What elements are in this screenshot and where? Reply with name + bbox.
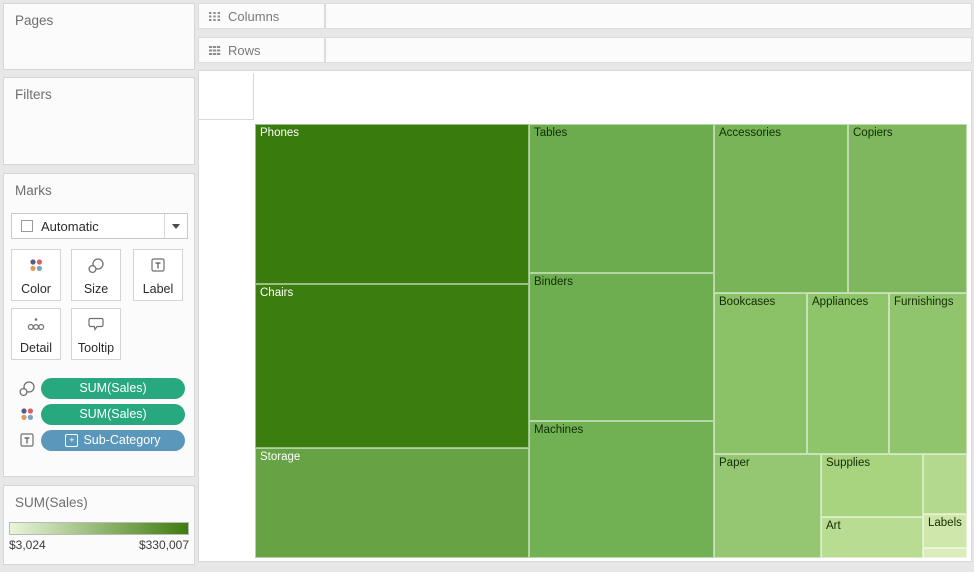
detail-icon [12,316,60,332]
treemap-tile-copiers[interactable]: Copiers [848,124,967,293]
marks-card: Marks Automatic Color Size Label Detail … [3,173,195,477]
pill-label: Sub-Category [83,433,161,447]
treemap-tile-paper[interactable]: Paper [714,454,821,558]
columns-shelf[interactable] [325,3,972,29]
detail-button[interactable]: Detail [11,308,61,360]
color-button[interactable]: Color [11,249,61,301]
mark-type-shape-icon [21,220,33,232]
size-icon [15,380,39,397]
label-button-label: Label [142,282,174,296]
treemap-tile-supplies[interactable]: Supplies [821,454,923,517]
expand-plus-icon[interactable]: + [65,433,79,447]
rows-shelf-text: Rows [228,42,261,58]
tooltip-button[interactable]: Tooltip [71,308,121,360]
legend-max-value: $330,007 [138,538,189,552]
treemap-tile-binders[interactable]: Binders [529,273,714,421]
header-divider-vertical [253,73,254,119]
color-legend-gradient[interactable] [9,522,189,535]
treemap-tile-phones[interactable]: Phones [255,124,529,284]
filters-shelf[interactable]: Filters [3,77,195,165]
size-button[interactable]: Size [71,249,121,301]
color-legend-card: SUM(Sales) $3,024 $330,007 [3,485,195,565]
treemap-tile-storage[interactable]: Storage [255,448,529,558]
treemap-tile-accessories[interactable]: Accessories [714,124,848,293]
treemap-tile-furnishings[interactable]: Furnishings [889,293,967,454]
label-icon [15,432,39,448]
chevron-down-icon [172,223,180,229]
columns-shelf-text: Columns [228,8,280,24]
pages-title: Pages [15,13,54,28]
dropdown-caret-button[interactable] [164,214,187,238]
filters-title: Filters [15,87,52,102]
treemap-tile-art[interactable]: Art [821,517,923,558]
legend-title: SUM(Sales) [15,495,88,510]
marks-title: Marks [15,183,52,198]
treemap-tile[interactable] [923,548,967,558]
label-button[interactable]: Label [133,249,183,301]
treemap-tile-machines[interactable]: Machines [529,421,714,558]
detail-button-label: Detail [20,341,52,355]
columns-icon [209,11,220,21]
size-button-label: Size [83,282,109,296]
treemap: Phones Chairs Storage Tables Binders Machines… [255,124,967,558]
legend-values: $3,024 $330,007 [9,538,189,552]
pill-row-label: + Sub-Category [4,429,194,451]
pill-row-size: SUM(Sales) [4,377,194,399]
pages-shelf[interactable]: Pages [3,3,195,70]
pill-sum-sales-size[interactable]: SUM(Sales) [41,377,185,399]
treemap-tile-bookcases[interactable]: Bookcases [714,293,807,454]
rows-icon [209,45,221,55]
pill-row-color: SUM(Sales) [4,403,194,425]
worksheet-view: Phones Chairs Storage Tables Binders Machines… [198,70,972,562]
treemap-tile-chairs[interactable]: Chairs [255,284,529,448]
mark-type-value: Automatic [41,218,99,234]
header-divider-horizontal [199,119,254,120]
treemap-tile-tables[interactable]: Tables [529,124,714,273]
size-icon [72,257,120,274]
columns-shelf-label: Columns [198,3,325,29]
treemap-tile-labels[interactable]: Labels [923,514,967,548]
tooltip-icon [72,316,120,332]
color-icon [15,406,39,422]
pill-sum-sales-color[interactable]: SUM(Sales) [41,403,185,425]
rows-shelf-label: Rows [198,37,325,63]
color-icon [12,257,60,273]
pill-label: SUM(Sales) [79,381,147,395]
pill-sub-category[interactable]: + Sub-Category [41,429,185,451]
color-button-label: Color [21,282,51,296]
mark-type-dropdown[interactable]: Automatic [11,213,188,239]
legend-min-value: $3,024 [9,538,46,552]
treemap-tile[interactable] [923,454,967,514]
label-icon [134,257,182,273]
rows-shelf[interactable] [325,37,972,63]
pill-label: SUM(Sales) [79,407,147,421]
tooltip-button-label: Tooltip [77,341,115,355]
treemap-tile-appliances[interactable]: Appliances [807,293,889,454]
